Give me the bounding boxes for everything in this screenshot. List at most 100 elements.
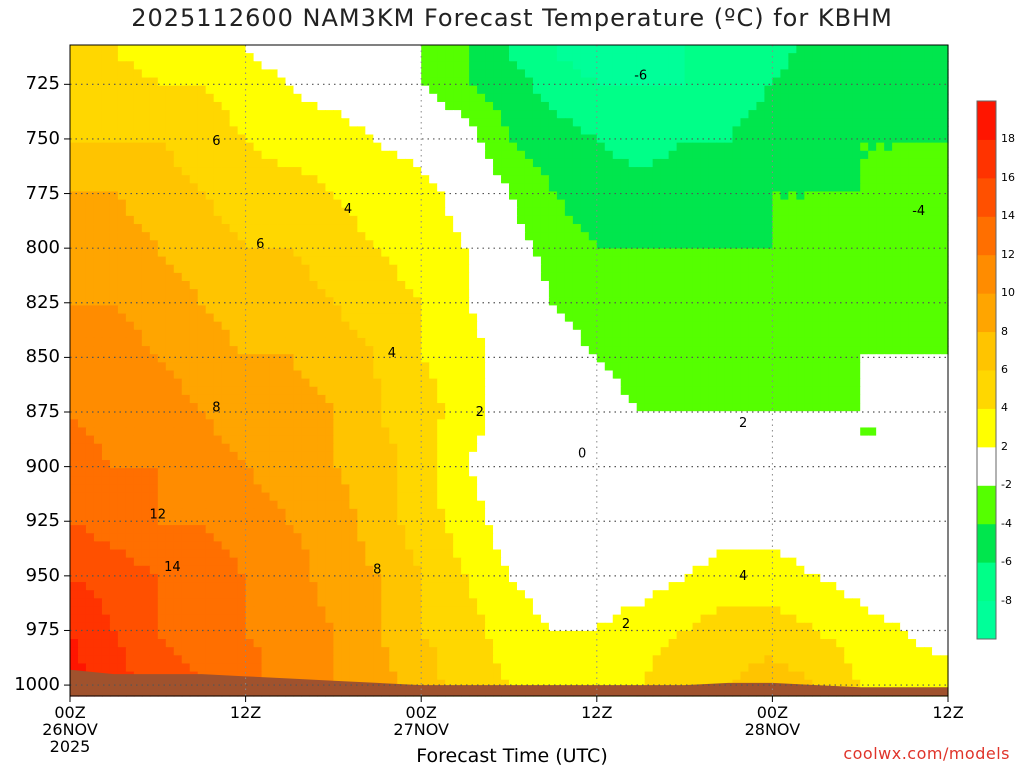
temperature-cell xyxy=(461,362,470,372)
temperature-cell xyxy=(365,150,374,160)
temperature-cell xyxy=(636,69,646,79)
temperature-cell xyxy=(93,297,103,306)
temperature-cell xyxy=(868,321,877,331)
temperature-cell xyxy=(564,362,574,372)
temperature-cell xyxy=(413,329,422,339)
temperature-cell xyxy=(764,45,773,54)
temperature-cell xyxy=(357,110,366,119)
temperature-cell xyxy=(564,126,574,136)
temperature-cell xyxy=(804,183,813,193)
temperature-cell xyxy=(261,362,271,372)
temperature-cell xyxy=(493,305,502,315)
temperature-cell xyxy=(341,280,350,290)
temperature-cell xyxy=(884,126,893,136)
temperature-cell xyxy=(325,150,334,160)
temperature-cell xyxy=(269,297,279,306)
temperature-cell xyxy=(253,45,263,54)
temperature-cell xyxy=(524,110,534,119)
temperature-cell xyxy=(724,386,734,396)
temperature-cell xyxy=(445,224,454,233)
temperature-cell xyxy=(221,305,231,315)
temperature-cell xyxy=(501,289,510,298)
temperature-cell xyxy=(564,224,574,233)
temperature-cell xyxy=(772,329,781,339)
temperature-cell xyxy=(732,354,742,363)
temperature-cell xyxy=(740,386,750,396)
temperature-cell xyxy=(309,297,319,306)
temperature-cell xyxy=(109,77,119,87)
temperature-cell xyxy=(429,158,438,168)
temperature-cell xyxy=(229,101,239,111)
temperature-cell xyxy=(133,280,143,290)
temperature-cell xyxy=(692,329,702,339)
temperature-cell xyxy=(485,69,494,79)
temperature-cell xyxy=(828,175,837,184)
temperature-cell xyxy=(756,118,766,127)
temperature-cell xyxy=(453,337,462,347)
temperature-cell xyxy=(85,370,95,380)
temperature-cell xyxy=(205,61,215,71)
temperature-cell xyxy=(924,183,933,193)
temperature-cell xyxy=(381,305,390,315)
temperature-cell xyxy=(588,150,598,160)
temperature-cell xyxy=(788,158,797,168)
temperature-cell xyxy=(804,199,813,209)
temperature-cell xyxy=(860,240,869,250)
temperature-cell xyxy=(572,272,582,282)
temperature-cell xyxy=(373,126,382,136)
temperature-cell xyxy=(85,313,95,323)
temperature-cell xyxy=(309,232,319,241)
temperature-cell xyxy=(461,85,470,95)
temperature-cell xyxy=(70,215,79,225)
temperature-cell xyxy=(572,264,582,274)
temperature-cell xyxy=(612,167,622,176)
temperature-cell xyxy=(652,297,662,306)
temperature-cell xyxy=(389,264,398,274)
temperature-cell xyxy=(165,403,175,412)
temperature-cell xyxy=(381,362,390,372)
temperature-cell xyxy=(636,199,646,209)
temperature-cell xyxy=(796,167,805,176)
temperature-cell xyxy=(493,386,502,396)
temperature-cell xyxy=(708,93,718,103)
temperature-cell xyxy=(884,362,893,372)
temperature-cell xyxy=(644,289,654,298)
temperature-cell xyxy=(876,175,885,184)
temperature-cell xyxy=(381,272,390,282)
temperature-cell xyxy=(548,240,558,250)
temperature-cell xyxy=(764,329,773,339)
temperature-cell xyxy=(812,101,821,111)
temperature-cell xyxy=(924,158,933,168)
temperature-cell xyxy=(540,85,550,95)
temperature-cell xyxy=(413,191,422,201)
temperature-cell xyxy=(117,158,127,168)
temperature-cell xyxy=(908,305,917,315)
temperature-cell xyxy=(676,77,686,87)
temperature-cell xyxy=(804,321,813,331)
temperature-cell xyxy=(932,101,941,111)
temperature-cell xyxy=(269,93,279,103)
temperature-cell xyxy=(349,61,358,71)
temperature-cell xyxy=(564,337,574,347)
temperature-cell xyxy=(788,264,797,274)
temperature-cell xyxy=(413,45,422,54)
temperature-cell xyxy=(189,321,199,331)
temperature-cell xyxy=(237,215,247,225)
temperature-cell xyxy=(453,175,462,184)
temperature-cell xyxy=(493,150,502,160)
temperature-cell xyxy=(309,175,319,184)
temperature-cell xyxy=(397,69,406,79)
temperature-cell xyxy=(133,175,143,184)
temperature-cell xyxy=(684,386,694,396)
temperature-cell xyxy=(477,346,486,355)
temperature-cell xyxy=(812,394,821,404)
temperature-cell xyxy=(85,77,95,87)
temperature-cell xyxy=(125,272,135,282)
temperature-cell xyxy=(756,53,766,62)
temperature-cell xyxy=(644,158,654,168)
temperature-cell xyxy=(477,134,486,144)
temperature-cell xyxy=(445,272,454,282)
temperature-cell xyxy=(820,150,829,160)
temperature-cell xyxy=(485,337,494,347)
temperature-cell xyxy=(756,272,766,282)
